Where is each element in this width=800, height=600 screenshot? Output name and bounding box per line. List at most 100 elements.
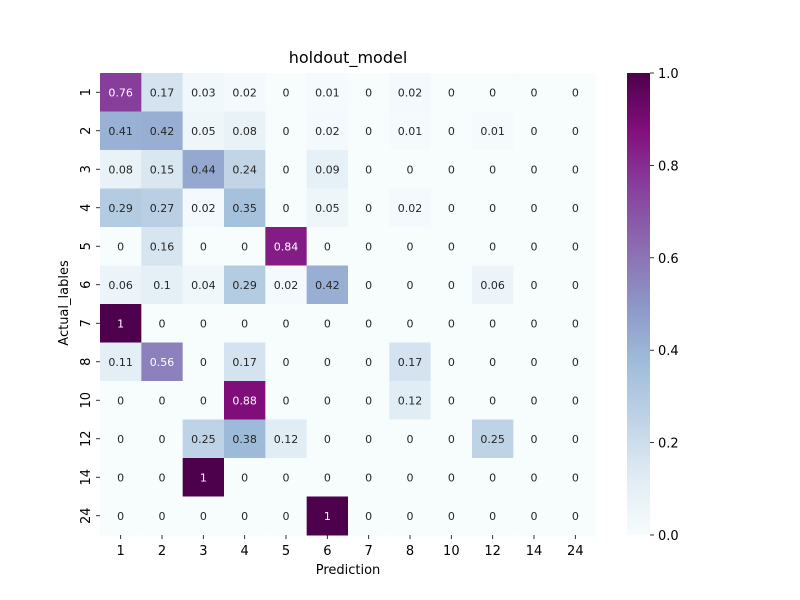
cell-value-label: 0 — [531, 317, 538, 330]
cell-value-label: 0.56 — [150, 356, 175, 369]
cell-value-label: 0.03 — [191, 86, 216, 99]
heatmap-cell — [348, 188, 390, 228]
cell-value-label: 0 — [241, 471, 248, 484]
cell-value-label: 0.01 — [315, 86, 340, 99]
heatmap-cell — [389, 188, 432, 228]
heatmap-cell — [389, 381, 432, 420]
heatmap-cell — [348, 111, 390, 151]
cell-value-label: 0.04 — [191, 279, 216, 292]
heatmap-cell — [430, 458, 473, 497]
cell-value-label: 0 — [324, 433, 331, 446]
x-tick-label: 2 — [158, 544, 166, 559]
heatmap-cell — [141, 111, 184, 151]
cell-value-label: 0.15 — [150, 163, 175, 176]
cell-value-label: 0 — [365, 240, 372, 253]
heatmap-cell — [265, 227, 308, 266]
heatmap-cell — [430, 150, 473, 189]
cell-value-label: 0 — [531, 471, 538, 484]
heatmap-cell — [224, 111, 266, 151]
cell-value-label: 0.29 — [108, 202, 133, 215]
heatmap-cell — [224, 73, 266, 112]
cell-value-label: 0 — [572, 356, 579, 369]
heatmap-cell — [430, 304, 473, 343]
heatmap-cell — [430, 496, 473, 536]
cell-value-label: 0.08 — [232, 125, 257, 138]
heatmap-cell — [224, 265, 266, 305]
cell-value-label: 0.41 — [108, 125, 133, 138]
cell-value-label: 0 — [407, 279, 414, 292]
heatmap-cell — [430, 73, 473, 112]
heatmap-cell — [100, 265, 142, 305]
heatmap-cell — [224, 304, 266, 343]
heatmap-cell — [389, 150, 432, 189]
cell-value-label: 0.42 — [150, 125, 175, 138]
heatmap-cell — [182, 419, 225, 459]
heatmap-cell — [224, 227, 266, 266]
cell-value-label: 0.17 — [398, 356, 423, 369]
cell-value-label: 0 — [572, 510, 579, 523]
heatmap-cell — [141, 304, 184, 343]
cell-value-label: 0 — [489, 86, 496, 99]
cell-value-label: 0 — [159, 394, 166, 407]
cell-value-label: 0.01 — [480, 125, 505, 138]
cell-value-label: 0.24 — [232, 163, 257, 176]
y-tick-label: 1 — [79, 88, 94, 96]
cell-value-label: 1 — [117, 317, 124, 330]
cell-value-label: 0.08 — [108, 163, 133, 176]
cell-value-label: 0 — [407, 510, 414, 523]
cell-value-label: 0.12 — [398, 394, 423, 407]
heatmap-cell — [554, 73, 597, 112]
cell-value-label: 0.29 — [232, 279, 257, 292]
colorbar-gradient — [627, 73, 650, 535]
heatmap-cell — [306, 265, 349, 305]
cell-value-label: 0 — [117, 433, 124, 446]
x-tick-label: 3 — [199, 544, 207, 559]
heatmap-cell — [554, 111, 597, 151]
y-tick-label: 6 — [79, 281, 94, 289]
cell-value-label: 0 — [365, 356, 372, 369]
x-tick-label: 4 — [241, 544, 249, 559]
cell-value-label: 0 — [200, 240, 207, 253]
heatmap-cell — [472, 188, 514, 228]
heatmap-cell — [100, 419, 142, 459]
heatmap-cell — [265, 342, 308, 382]
heatmap-cell — [306, 419, 349, 459]
heatmap-cell — [472, 150, 514, 189]
cell-value-label: 0 — [448, 240, 455, 253]
heatmap-cell — [513, 342, 556, 382]
cell-value-label: 0 — [531, 163, 538, 176]
heatmap-cell — [513, 381, 556, 420]
heatmap-cell — [306, 458, 349, 497]
heatmap-cell — [554, 227, 597, 266]
cell-value-label: 0 — [283, 125, 290, 138]
y-tick-label: 14 — [79, 469, 94, 486]
cell-value-label: 0 — [448, 356, 455, 369]
heatmap-cell — [265, 188, 308, 228]
cell-value-label: 0 — [324, 471, 331, 484]
cell-value-label: 0.42 — [315, 279, 340, 292]
heatmap-cell — [182, 458, 225, 497]
heatmap-cell — [513, 304, 556, 343]
heatmap-cell — [306, 304, 349, 343]
heatmap-cell — [554, 304, 597, 343]
heatmap-cell — [348, 458, 390, 497]
cell-value-label: 0.02 — [191, 202, 216, 215]
colorbar-tick-label: 0.0 — [658, 529, 679, 544]
heatmap-cell — [100, 381, 142, 420]
cell-value-label: 0.11 — [108, 356, 133, 369]
heatmap-cell — [554, 265, 597, 305]
heatmap-cell — [348, 342, 390, 382]
cell-value-label: 0 — [241, 510, 248, 523]
heatmap-cell — [513, 73, 556, 112]
cell-value-label: 0 — [365, 317, 372, 330]
cell-value-label: 0.09 — [315, 163, 340, 176]
heatmap-cell — [554, 381, 597, 420]
heatmap-cell — [182, 150, 225, 189]
cell-value-label: 0 — [407, 471, 414, 484]
cell-value-label: 0.02 — [274, 279, 299, 292]
heatmap-cell — [265, 304, 308, 343]
cell-value-label: 0 — [448, 125, 455, 138]
cell-value-label: 0 — [159, 433, 166, 446]
cell-value-label: 0 — [407, 240, 414, 253]
x-tick-label: 14 — [526, 544, 543, 559]
